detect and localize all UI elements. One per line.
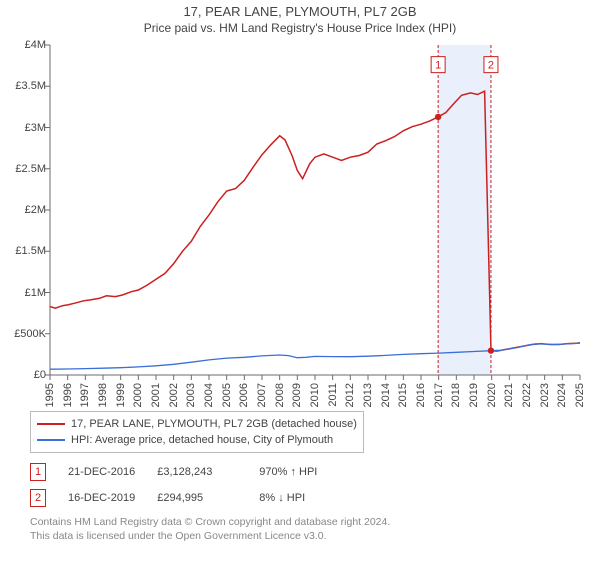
chart-svg: 12 bbox=[0, 35, 600, 405]
x-tick-label: 2001 bbox=[150, 383, 162, 407]
x-tick-label: 2023 bbox=[539, 383, 551, 407]
x-tick-label: 1995 bbox=[44, 383, 56, 407]
x-tick-label: 2002 bbox=[168, 383, 180, 407]
x-tick-label: 1999 bbox=[115, 383, 127, 407]
y-tick-label: £3.5M bbox=[15, 80, 46, 92]
page-title: 17, PEAR LANE, PLYMOUTH, PL7 2GB bbox=[0, 4, 600, 19]
legend-swatch bbox=[37, 423, 65, 425]
x-tick-label: 2009 bbox=[291, 383, 303, 407]
x-tick-label: 2008 bbox=[274, 383, 286, 407]
chart: 12 £0£500K£1M£1.5M£2M£2.5M£3M£3.5M£4M 19… bbox=[0, 35, 600, 405]
x-tick-label: 1998 bbox=[97, 383, 109, 407]
event-row: 2 16-DEC-2019 £294,995 8% ↓ HPI bbox=[30, 489, 570, 507]
x-tick-label: 2013 bbox=[362, 383, 374, 407]
attribution: Contains HM Land Registry data © Crown c… bbox=[30, 515, 570, 543]
arrow-down-icon: ↓ bbox=[278, 492, 284, 504]
x-tick-label: 2025 bbox=[574, 383, 586, 407]
legend-swatch bbox=[37, 439, 65, 441]
x-tick-label: 2016 bbox=[415, 383, 427, 407]
x-tick-label: 2004 bbox=[203, 383, 215, 407]
x-tick-label: 2007 bbox=[256, 383, 268, 407]
event-date: 16-DEC-2019 bbox=[68, 492, 135, 504]
svg-text:1: 1 bbox=[435, 60, 441, 72]
event-price: £294,995 bbox=[157, 492, 237, 504]
y-tick-label: £0 bbox=[34, 369, 46, 381]
x-tick-label: 2022 bbox=[521, 383, 533, 407]
y-tick-label: £1.5M bbox=[15, 245, 46, 257]
x-tick-label: 2005 bbox=[221, 383, 233, 407]
x-tick-label: 2019 bbox=[468, 383, 480, 407]
legend-item: 17, PEAR LANE, PLYMOUTH, PL7 2GB (detach… bbox=[37, 416, 357, 432]
x-tick-label: 2012 bbox=[344, 383, 356, 407]
events-table: 1 21-DEC-2016 £3,128,243 970% ↑ HPI 2 16-DEC-… bbox=[30, 463, 570, 507]
arrow-up-icon: ↑ bbox=[290, 466, 296, 478]
x-tick-label: 2006 bbox=[238, 383, 250, 407]
event-row: 1 21-DEC-2016 £3,128,243 970% ↑ HPI bbox=[30, 463, 570, 481]
page-subtitle: Price paid vs. HM Land Registry's House … bbox=[0, 21, 600, 35]
y-tick-label: £2M bbox=[25, 204, 46, 216]
y-tick-label: £500K bbox=[14, 328, 46, 340]
event-date: 21-DEC-2016 bbox=[68, 466, 135, 478]
x-tick-label: 2010 bbox=[309, 383, 321, 407]
x-tick-label: 2020 bbox=[486, 383, 498, 407]
svg-text:2: 2 bbox=[488, 60, 494, 72]
x-tick-label: 2014 bbox=[380, 383, 392, 407]
attribution-line-1: Contains HM Land Registry data © Crown c… bbox=[30, 515, 570, 529]
y-tick-label: £2.5M bbox=[15, 163, 46, 175]
legend: 17, PEAR LANE, PLYMOUTH, PL7 2GB (detach… bbox=[30, 411, 364, 453]
x-tick-label: 2021 bbox=[503, 383, 515, 407]
event-price: £3,128,243 bbox=[157, 466, 237, 478]
x-tick-label: 2000 bbox=[132, 383, 144, 407]
event-marker: 2 bbox=[30, 489, 46, 507]
x-tick-label: 2003 bbox=[185, 383, 197, 407]
attribution-line-2: This data is licensed under the Open Gov… bbox=[30, 529, 570, 543]
event-marker: 1 bbox=[30, 463, 46, 481]
legend-item: HPI: Average price, detached house, City… bbox=[37, 432, 357, 448]
y-tick-label: £4M bbox=[25, 39, 46, 51]
event-pct: 970% ↑ HPI bbox=[259, 466, 317, 478]
y-tick-label: £3M bbox=[25, 122, 46, 134]
x-tick-label: 2018 bbox=[450, 383, 462, 407]
x-tick-label: 2024 bbox=[556, 383, 568, 407]
x-tick-label: 2015 bbox=[397, 383, 409, 407]
event-pct: 8% ↓ HPI bbox=[259, 492, 305, 504]
x-tick-label: 2017 bbox=[433, 383, 445, 407]
legend-label: HPI: Average price, detached house, City… bbox=[71, 432, 333, 448]
x-tick-label: 1997 bbox=[79, 383, 91, 407]
legend-label: 17, PEAR LANE, PLYMOUTH, PL7 2GB (detach… bbox=[71, 416, 357, 432]
y-tick-label: £1M bbox=[25, 287, 46, 299]
x-tick-label: 2011 bbox=[327, 383, 339, 407]
x-tick-label: 1996 bbox=[62, 383, 74, 407]
